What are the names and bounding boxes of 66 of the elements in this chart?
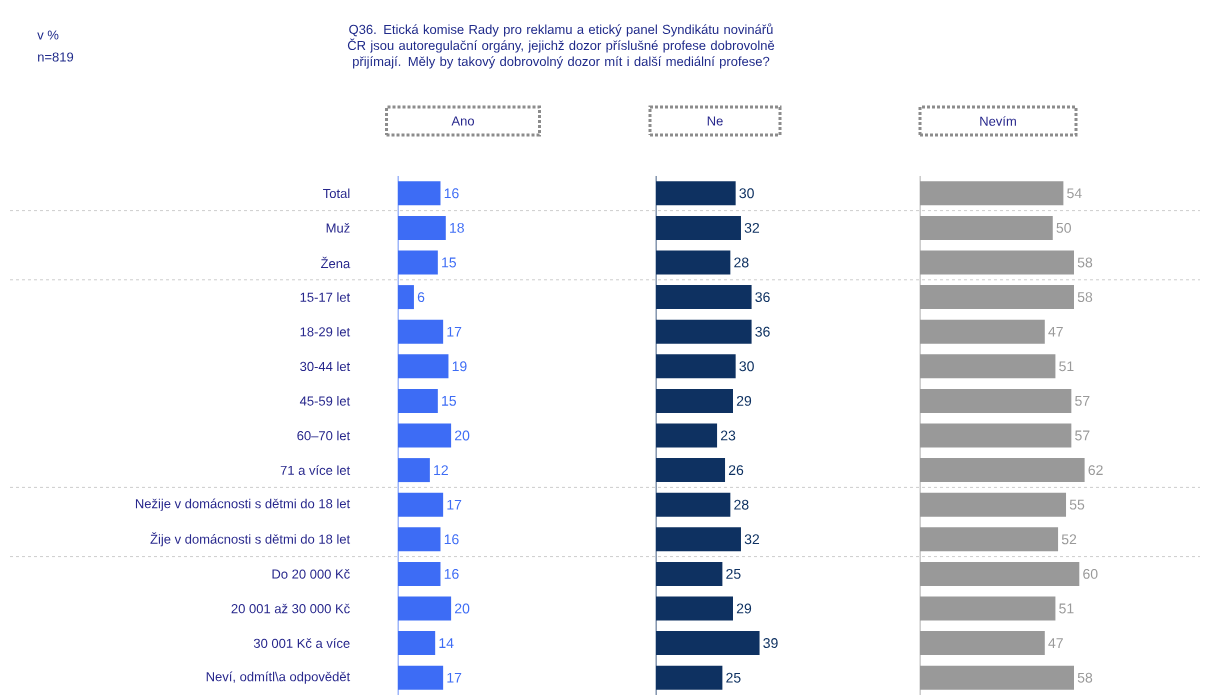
data-label: 12	[434, 465, 448, 475]
y-tick-label: 15-17 let	[300, 292, 351, 302]
data-label: 57	[1075, 430, 1090, 441]
data-label: 32	[744, 222, 760, 233]
data-label: 51	[1059, 361, 1074, 372]
data-label: 20	[455, 430, 470, 441]
data-label: 62	[1088, 465, 1103, 476]
data-label: 15	[442, 257, 457, 268]
y-tick-label: Žena	[320, 256, 351, 269]
data-label: 6	[417, 292, 425, 303]
data-label: 30	[739, 188, 754, 199]
data-label: 60	[1083, 568, 1098, 579]
text: v %	[37, 30, 59, 40]
data-label: 50	[1056, 222, 1071, 233]
data-label: 26	[728, 465, 744, 476]
y-tick-label: Žije v domácnosti s dětmi do 18 let	[150, 532, 351, 547]
data-label: 16	[444, 568, 459, 579]
data-label: 55	[1069, 499, 1085, 510]
data-label: 23	[720, 430, 736, 441]
y-tick-label: Total	[323, 188, 350, 199]
data-label: 18	[450, 222, 464, 233]
data-label: 36	[755, 326, 770, 337]
data-label: 47	[1048, 326, 1063, 337]
chart-title: Ne	[707, 116, 723, 126]
y-tick-label: Nežije v domácnosti s dětmi do 18 let	[135, 498, 351, 511]
data-label: 17	[447, 672, 462, 683]
data-label: 15	[442, 396, 457, 406]
data-label: 17	[447, 326, 462, 337]
data-label: 58	[1077, 672, 1093, 683]
data-label: 29	[736, 603, 752, 614]
chart-title: Nevím	[980, 116, 1016, 126]
data-label: 32	[744, 534, 760, 545]
y-tick-label: Muž	[326, 223, 350, 233]
y-tick-label: 71 a více let	[280, 465, 351, 475]
data-label: 19	[452, 361, 467, 372]
data-label: 28	[734, 257, 749, 268]
data-label: 16	[444, 188, 459, 199]
text: Q36. Etická komise Rady pro reklamu a etický panel Syndikátu novinářů ČR jsou autoregulační orgány, jejichž dozor příslušné profese dobrovolně přijímají. Měly by takový dobrovolný dozor mít i další mediální profese?	[347, 23, 775, 69]
chart-title: Ano	[451, 116, 475, 126]
data-label: 25	[726, 568, 741, 579]
data-label: 51	[1059, 603, 1074, 614]
y-tick-label: 60–70 let	[297, 430, 351, 441]
data-label: 52	[1061, 534, 1077, 545]
data-label: 17	[447, 499, 462, 510]
y-tick-label: 30 001 Kč a více	[253, 638, 350, 648]
data-label: 20	[455, 603, 470, 614]
data-label: 14	[439, 638, 454, 648]
y-tick-label: Neví, odmítl\a odpovědět	[206, 671, 351, 684]
data-label: 16	[444, 534, 459, 545]
data-label: 30	[739, 361, 754, 372]
data-label: 39	[763, 638, 778, 649]
y-tick-label: 45-59 let	[299, 396, 351, 406]
text: n=819	[38, 52, 74, 62]
y-tick-label: 18-29 let	[300, 326, 351, 337]
data-label: 29	[736, 395, 752, 406]
data-label: 58	[1077, 257, 1093, 268]
data-label: 28	[734, 499, 749, 510]
data-label: 25	[726, 672, 741, 683]
data-label: 47	[1048, 638, 1063, 648]
data-label: 58	[1077, 292, 1093, 303]
data-label: 36	[755, 292, 770, 303]
y-tick-label: 20 001 až 30 000 Kč	[231, 603, 350, 614]
y-tick-label: Do 20 000 Kč	[272, 569, 350, 579]
data-label: 54	[1067, 188, 1082, 199]
y-tick-label: 30-44 let	[300, 361, 351, 372]
data-label: 57	[1075, 396, 1090, 406]
